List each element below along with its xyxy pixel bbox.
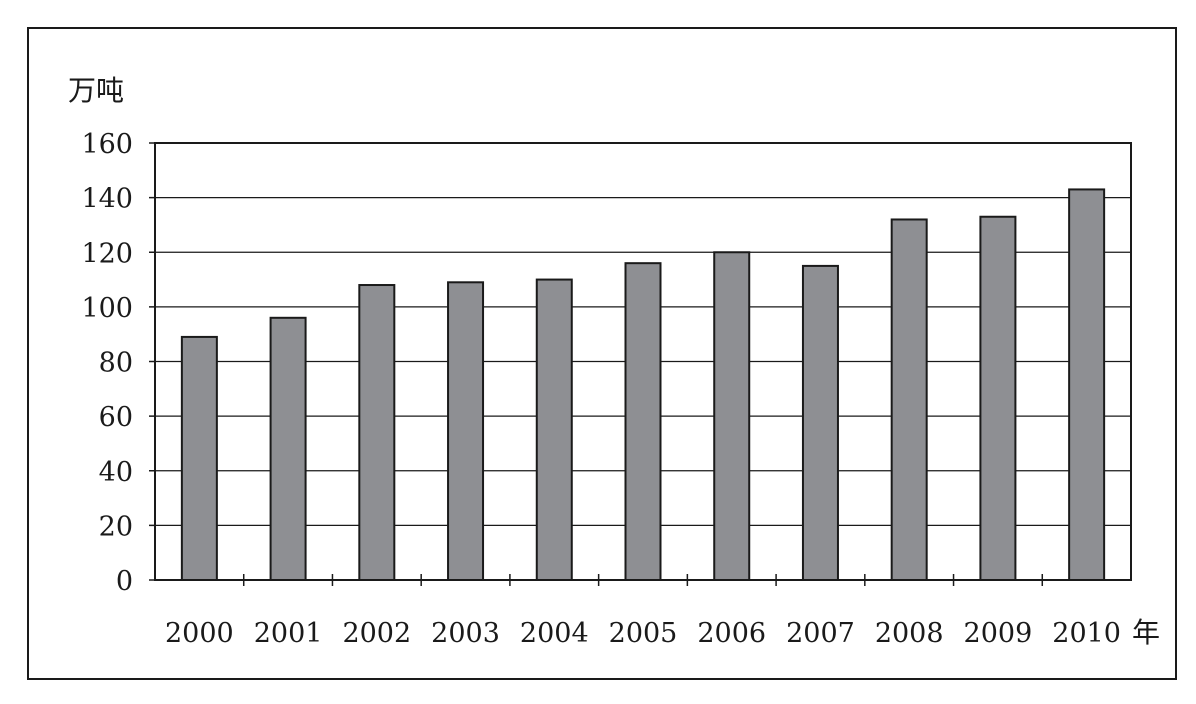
y-tick-label: 60 xyxy=(99,402,133,433)
x-tick-label: 2007 xyxy=(786,618,855,649)
bar-2000 xyxy=(180,335,218,582)
bar-2003 xyxy=(447,281,485,581)
y-axis-unit-label: 万吨 xyxy=(68,74,124,107)
bar-2005 xyxy=(624,262,662,581)
y-tick-label: 140 xyxy=(81,184,133,215)
y-tick-label: 0 xyxy=(116,566,133,597)
bar-2006 xyxy=(713,251,751,581)
x-tick-label: 2000 xyxy=(165,618,234,649)
x-tick-label: 2005 xyxy=(609,618,678,649)
x-tick-label: 2003 xyxy=(431,618,500,649)
x-tick-label: 2001 xyxy=(254,618,323,649)
y-tick-label: 120 xyxy=(81,238,133,269)
bars xyxy=(180,188,1106,582)
x-tick-label: 2006 xyxy=(697,618,766,649)
bar-2010 xyxy=(1068,188,1106,581)
y-tick-label: 100 xyxy=(81,293,133,324)
y-tick-label: 20 xyxy=(99,511,133,542)
x-tick-label: 2004 xyxy=(520,618,589,649)
bar-2001 xyxy=(269,316,307,581)
plot-area-frame xyxy=(154,142,1132,581)
bar-2004 xyxy=(535,278,573,581)
x-tick-label: 2010 xyxy=(1052,618,1121,649)
bar-2002 xyxy=(358,284,396,581)
x-tick-label: 2009 xyxy=(964,618,1033,649)
y-tick-label: 160 xyxy=(81,129,133,160)
x-axis-unit-label: 年 xyxy=(1132,616,1160,649)
y-tick-label: 40 xyxy=(99,457,133,488)
bar-2009 xyxy=(979,215,1017,581)
y-axis-ticks: 0 20 40 60 80 100 120 140 160 xyxy=(81,129,155,597)
x-axis-ticks: 2000 2001 2002 2003 2004 2005 2006 2007 2008 2009… xyxy=(165,574,1121,649)
x-tick-label: 2008 xyxy=(875,618,944,649)
x-tick-label: 2002 xyxy=(342,618,411,649)
y-tick-label: 80 xyxy=(99,348,133,379)
bar-2008 xyxy=(890,218,928,581)
bar-2007 xyxy=(801,264,839,581)
